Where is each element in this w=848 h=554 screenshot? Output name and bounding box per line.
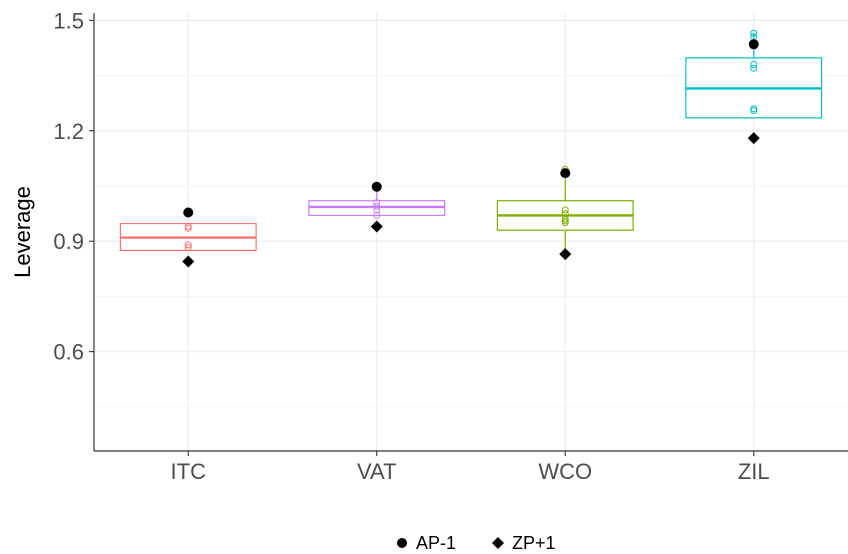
data-point (373, 199, 381, 207)
data-point (561, 219, 569, 227)
data-point (561, 217, 569, 225)
legend-key-ap-1 (397, 538, 407, 548)
x-tick-label: ZIL (738, 459, 770, 484)
marker-zp+1 (559, 248, 572, 261)
legend-label: AP-1 (416, 533, 456, 553)
box-wco (496, 169, 634, 256)
y-tick-label: 0.6 (53, 340, 84, 365)
x-tick-labels: ITC VAT WCO ZIL (171, 459, 770, 484)
y-tick-label: 1.2 (53, 119, 84, 144)
data-point (750, 64, 758, 72)
data-point (750, 105, 758, 113)
data-point (750, 29, 758, 37)
data-point (184, 241, 192, 249)
marker-zp+1 (182, 255, 195, 268)
data-point (750, 107, 758, 115)
data-point (373, 202, 381, 210)
marker-ap-1 (748, 39, 759, 50)
axes (89, 13, 848, 456)
y-tick-label: 1.5 (53, 8, 84, 33)
y-tick-label: 0.9 (53, 229, 84, 254)
legend-key-zp+1 (492, 537, 504, 549)
data-point (750, 61, 758, 69)
data-point (561, 206, 569, 214)
x-tick-label: WCO (538, 459, 592, 484)
y-tick-labels: 0.6 0.9 1.2 1.5 (53, 8, 84, 364)
series-markers (182, 39, 760, 268)
data-point (373, 211, 381, 219)
y-axis-title: Leverage (10, 186, 35, 278)
box-itc (119, 222, 257, 252)
jitter-points (184, 29, 758, 258)
data-point (184, 224, 192, 232)
marker-ap-1 (183, 207, 194, 218)
marker-zp+1 (370, 220, 383, 233)
data-point (561, 215, 569, 223)
x-tick-label: ITC (171, 459, 207, 484)
data-point (184, 243, 192, 251)
legend: AP-1 ZP+1 (397, 533, 556, 553)
x-tick-label: VAT (357, 459, 397, 484)
marker-zp+1 (747, 132, 760, 145)
boxes (119, 33, 823, 256)
data-point (184, 222, 192, 230)
marker-ap-1 (371, 181, 382, 192)
marker-ap-1 (560, 168, 571, 179)
legend-label: ZP+1 (512, 533, 556, 553)
